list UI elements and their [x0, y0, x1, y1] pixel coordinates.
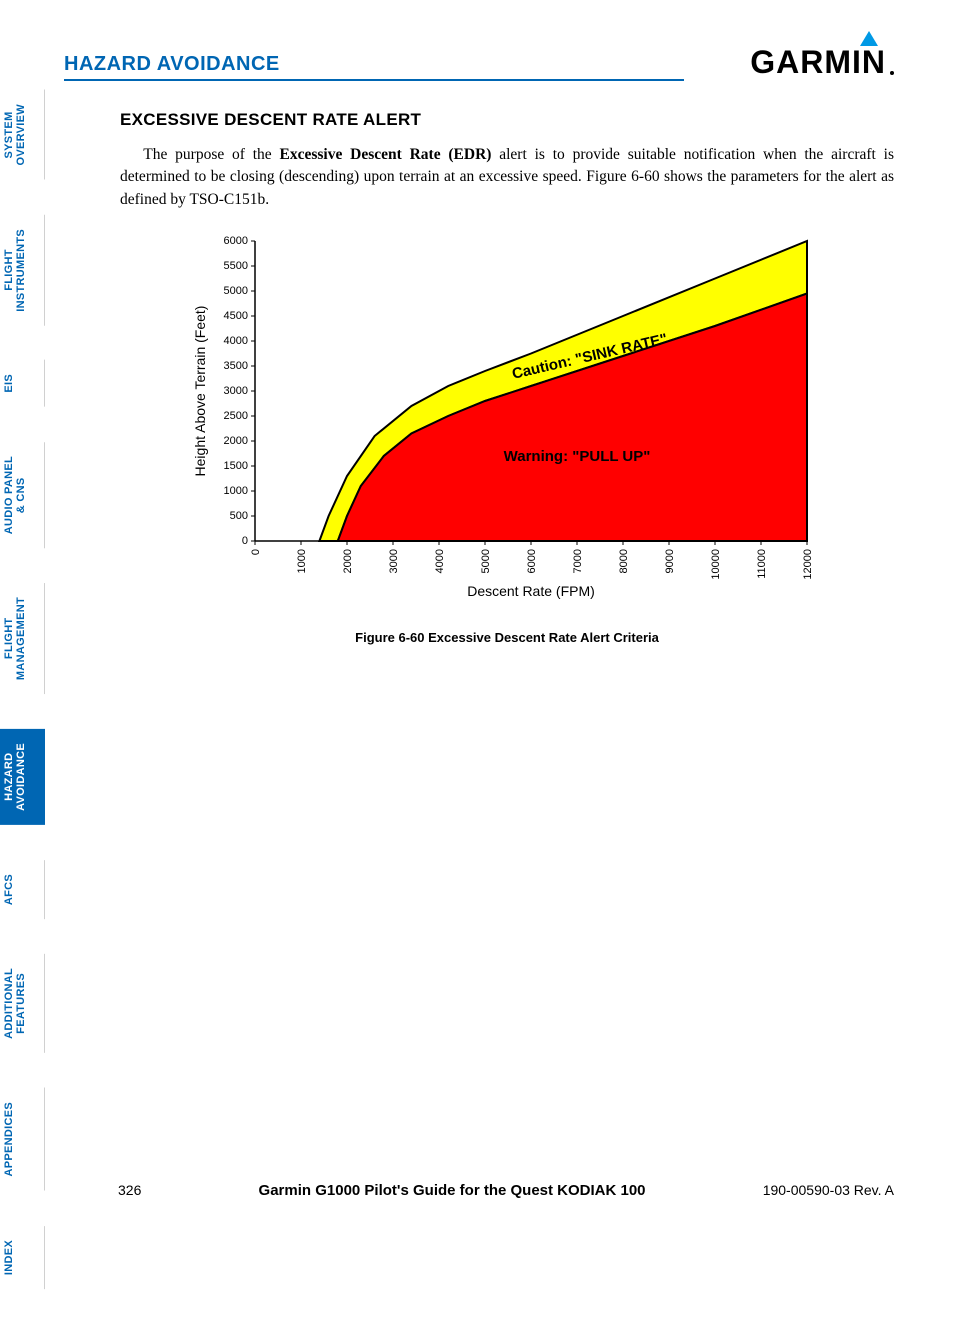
svg-text:1000: 1000 [224, 485, 248, 497]
nav-tab-8[interactable]: APPENDICES [0, 1088, 45, 1191]
svg-text:3000: 3000 [388, 549, 400, 573]
svg-text:4000: 4000 [224, 335, 248, 347]
svg-text:10000: 10000 [710, 549, 722, 580]
svg-text:2500: 2500 [224, 410, 248, 422]
svg-text:3500: 3500 [224, 360, 248, 372]
page-footer: 326 Garmin G1000 Pilot's Guide for the Q… [118, 1182, 894, 1199]
svg-text:0: 0 [250, 549, 262, 555]
edr-chart: 0 500 1000 1500 2000 2500 3000 3500 4000 4500 5000… [187, 231, 827, 611]
nav-tab-4[interactable]: FLIGHT MANAGEMENT [0, 583, 45, 694]
brand-text: GARMIN [750, 44, 886, 81]
svg-text:5000: 5000 [224, 285, 248, 297]
svg-text:2000: 2000 [224, 435, 248, 447]
logo-dot [890, 71, 894, 75]
figure-caption: Figure 6-60 Excessive Descent Rate Alert… [120, 630, 894, 645]
doc-title: Garmin G1000 Pilot's Guide for the Quest… [259, 1182, 646, 1199]
nav-tab-9[interactable]: INDEX [0, 1226, 45, 1289]
nav-tab-3[interactable]: AUDIO PANEL & CNS [0, 442, 45, 548]
svg-text:Warning: "PULL UP": Warning: "PULL UP" [504, 448, 651, 465]
svg-text:4000: 4000 [434, 549, 446, 573]
svg-text:4500: 4500 [224, 310, 248, 322]
body-paragraph: The purpose of the Excessive Descent Rat… [120, 144, 894, 211]
svg-text:3000: 3000 [224, 385, 248, 397]
svg-text:1500: 1500 [224, 460, 248, 472]
nav-sidebar: SYSTEM OVERVIEW FLIGHT INSTRUMENTS EIS AUDI… [0, 90, 45, 1324]
brand-logo: GARMIN [750, 44, 894, 81]
svg-text:0: 0 [242, 535, 248, 547]
page-number: 326 [118, 1182, 141, 1198]
svg-text:500: 500 [230, 510, 248, 522]
svg-text:6000: 6000 [526, 549, 538, 573]
svg-text:7000: 7000 [572, 549, 584, 573]
svg-text:5000: 5000 [480, 549, 492, 573]
subsection-title: EXCESSIVE DESCENT RATE ALERT [120, 110, 894, 130]
nav-tab-5[interactable]: HAZARD AVOIDANCE [0, 729, 45, 825]
nav-tab-2[interactable]: EIS [0, 360, 45, 407]
section-title: HAZARD AVOIDANCE [64, 53, 684, 81]
svg-text:12000: 12000 [802, 549, 814, 580]
svg-text:11000: 11000 [756, 549, 768, 579]
svg-text:5500: 5500 [224, 260, 248, 272]
nav-tab-0[interactable]: SYSTEM OVERVIEW [0, 90, 45, 180]
svg-text:2000: 2000 [342, 549, 354, 573]
nav-tab-6[interactable]: AFCS [0, 860, 45, 919]
svg-text:Descent Rate (FPM): Descent Rate (FPM) [467, 583, 595, 599]
nav-tab-1[interactable]: FLIGHT INSTRUMENTS [0, 215, 45, 326]
svg-text:Height Above Terrain (Feet): Height Above Terrain (Feet) [192, 306, 208, 477]
svg-text:9000: 9000 [664, 549, 676, 573]
svg-text:1000: 1000 [296, 549, 308, 573]
svg-text:6000: 6000 [224, 235, 248, 247]
nav-tab-7[interactable]: ADDITIONAL FEATURES [0, 954, 45, 1053]
doc-revision: 190-00590-03 Rev. A [763, 1182, 894, 1198]
svg-text:8000: 8000 [618, 549, 630, 573]
logo-triangle-icon [860, 31, 878, 46]
